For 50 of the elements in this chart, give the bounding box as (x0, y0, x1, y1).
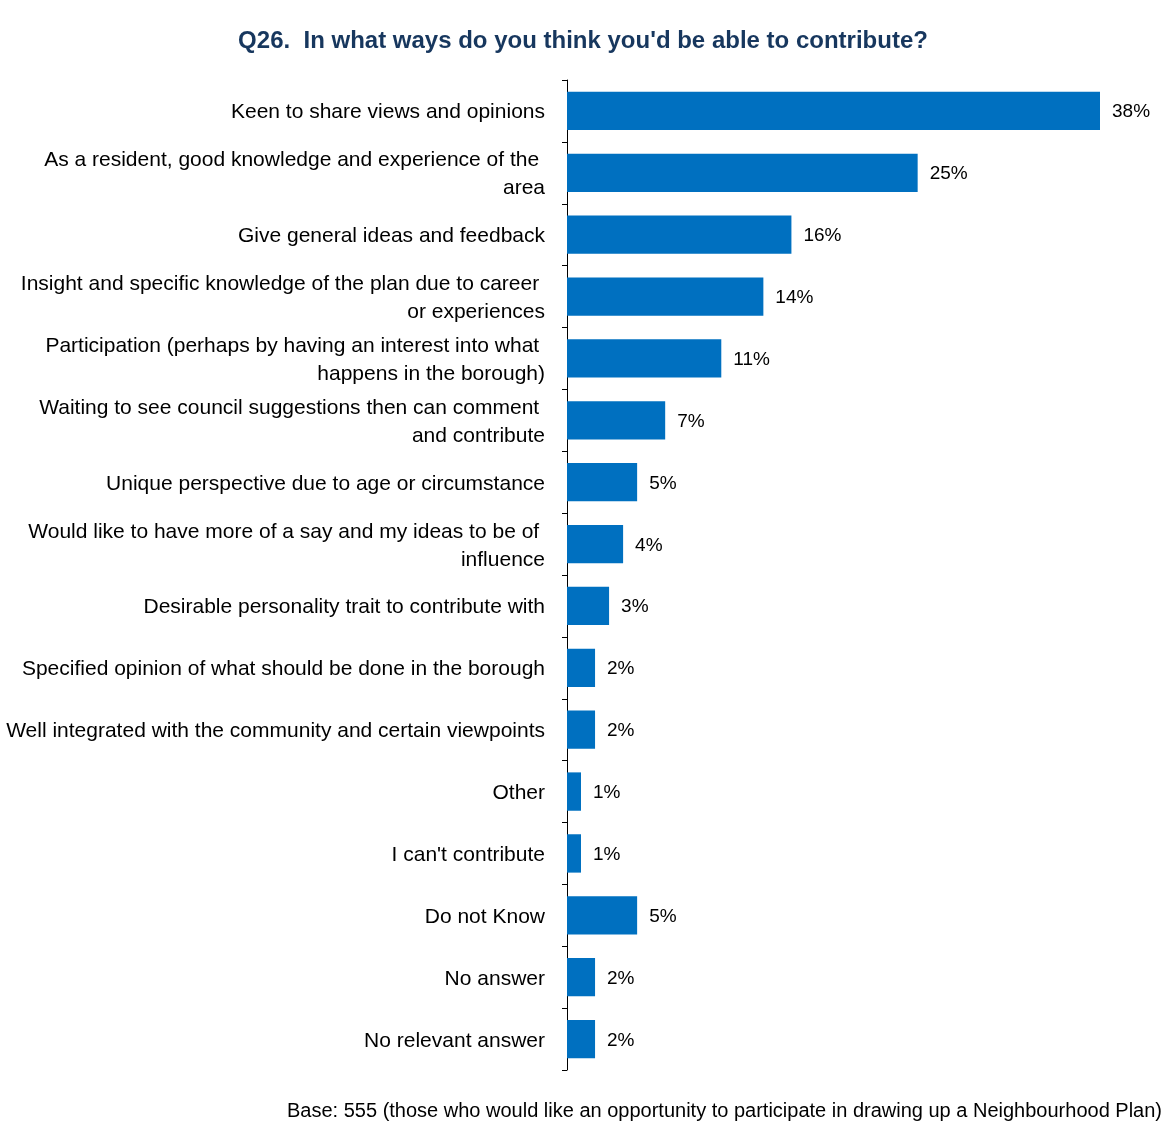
bar (567, 215, 792, 254)
data-label: 2% (607, 657, 635, 679)
data-label: 1% (593, 781, 621, 803)
bar (567, 772, 582, 811)
y-tick-label: As a resident, good knowledge and experience of the area (44, 147, 546, 199)
y-tick-label: Give general ideas and feedback (237, 223, 546, 247)
bar (567, 463, 638, 502)
y-tick-label: Insight and specific knowledge of the plan due to career or experiences (20, 271, 545, 323)
data-label: 11% (733, 347, 771, 369)
chart-title: Q26. In what ways do you think you'd be able to contribute? (238, 25, 928, 53)
y-tick-label: No answer (444, 965, 545, 989)
data-label: 14% (775, 286, 814, 308)
y-tick-label: Waiting to see council suggestions then can comment and contribute (39, 394, 545, 446)
bar (567, 1019, 596, 1059)
bar (567, 958, 596, 997)
y-tick-label: I can't contribute (391, 841, 545, 865)
y-tick-label: Desirable personality trait to contribute with (143, 594, 545, 618)
bar (567, 648, 596, 687)
data-label: 3% (621, 595, 649, 617)
data-label: 5% (649, 471, 677, 493)
y-tick-label: Keen to share views and opinions (230, 99, 545, 123)
data-label: 4% (635, 533, 663, 555)
data-label: 7% (677, 409, 705, 431)
data-label: 38% (1112, 100, 1151, 122)
y-tick-label: Participation (perhaps by having an interest into what happens in the borough) (45, 332, 545, 384)
y-tick-label: Unique perspective due to age or circumstance (106, 470, 545, 494)
y-tick-label: Well integrated with the community and certain viewpoints (6, 718, 545, 742)
y-tick-label: Would like to have more of a say and my ideas to be of influence (28, 518, 545, 570)
bar (567, 586, 610, 626)
y-tick-label: No relevant answer (364, 1027, 545, 1051)
data-label: 5% (649, 904, 677, 926)
bar (567, 710, 596, 749)
bar (567, 401, 666, 440)
bar (567, 153, 918, 192)
bar (567, 339, 722, 378)
bar (567, 91, 1100, 131)
bar (567, 277, 764, 316)
text: Base: 555 (those who would like an opportunity to participate in drawing up a Neighbourhood Plan) (287, 1099, 1162, 1121)
y-tick-label: Do not Know (424, 903, 546, 927)
y-tick-label: Specified opinion of what should be done in the borough (21, 656, 545, 680)
data-label: 16% (803, 224, 842, 246)
bar (567, 896, 638, 935)
data-label: 2% (607, 719, 635, 741)
bar (567, 834, 582, 873)
y-tick-label: Other (492, 780, 545, 804)
data-label: 1% (593, 842, 621, 864)
data-label: 2% (607, 966, 635, 988)
data-label: 2% (607, 1028, 635, 1050)
data-label: 25% (929, 162, 968, 184)
bar (567, 524, 624, 564)
